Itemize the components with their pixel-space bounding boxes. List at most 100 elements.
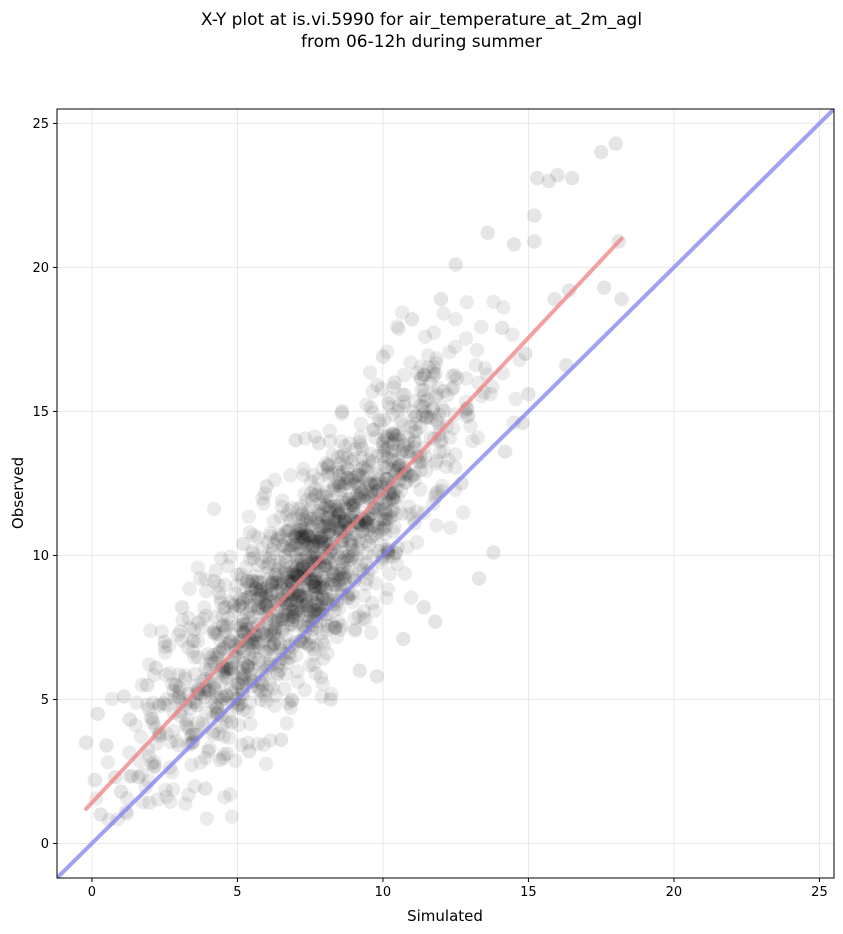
y-tick-label: 25: [32, 117, 49, 132]
scatter-point: [288, 604, 303, 620]
scatter-point: [189, 698, 204, 713]
scatter-point: [207, 696, 223, 711]
scatter-point: [308, 666, 323, 681]
scatter-point: [386, 489, 401, 505]
scatter-point: [255, 541, 270, 556]
scatter-point: [324, 499, 339, 514]
scatter-point: [337, 550, 352, 566]
scatter-point: [263, 623, 279, 638]
scatter-point: [183, 701, 198, 716]
scatter-point: [294, 523, 309, 538]
scatter-point: [255, 581, 270, 597]
scatter-point: [257, 486, 273, 501]
scatter-point: [341, 560, 356, 575]
scatter-point: [278, 549, 293, 564]
scatter-point: [247, 598, 262, 613]
scatter-point: [266, 636, 281, 651]
scatter-point: [305, 585, 320, 601]
scatter-point: [212, 645, 227, 660]
scatter-point: [430, 415, 446, 430]
scatter-point: [168, 678, 184, 693]
scatter-point: [303, 511, 318, 527]
scatter-point: [275, 608, 290, 623]
scatter-point: [347, 470, 362, 485]
scatter-point: [314, 534, 329, 549]
scatter-point: [224, 715, 239, 730]
scatter-point: [416, 600, 431, 615]
scatter-point: [216, 619, 231, 634]
scatter-point: [143, 710, 158, 725]
scatter-point: [322, 505, 337, 520]
scatter-point: [415, 407, 430, 423]
scatter-point: [270, 562, 286, 577]
scatter-point: [343, 552, 359, 567]
scatter-point: [131, 770, 146, 785]
scatter-point: [294, 499, 309, 514]
scatter-point: [315, 590, 331, 605]
scatter-point: [417, 394, 432, 409]
scatter-point: [343, 537, 358, 552]
scatter-point: [267, 537, 282, 552]
scatter-point: [447, 368, 462, 383]
scatter-point: [241, 744, 257, 759]
scatter-point: [138, 779, 153, 795]
scatter-point: [417, 368, 432, 383]
scatter-point: [348, 442, 363, 457]
scatter-point: [295, 590, 310, 605]
scatter-point: [242, 611, 257, 626]
x-tick-label: 15: [520, 885, 537, 900]
scatter-point: [292, 522, 308, 538]
scatter-point: [371, 467, 387, 483]
scatter-point: [344, 496, 359, 511]
scatter-point: [348, 495, 363, 510]
scatter-point: [246, 635, 261, 651]
scatter-point: [161, 638, 177, 654]
scatter-point: [241, 509, 257, 524]
scatter-point: [250, 587, 265, 603]
scatter-point: [361, 537, 377, 553]
scatter-point: [407, 424, 422, 440]
scatter-point: [171, 690, 186, 705]
scatter-point: [423, 430, 438, 446]
scatter-point: [296, 512, 311, 527]
scatter-point: [227, 586, 243, 601]
scatter-point: [133, 729, 149, 744]
scatter-point: [87, 772, 103, 788]
scatter-point: [99, 738, 114, 753]
scatter-point: [174, 600, 190, 615]
scatter-point: [280, 655, 295, 670]
scatter-point: [283, 532, 298, 547]
scatter-point: [270, 667, 286, 682]
scatter-point: [206, 501, 222, 517]
scatter-point: [469, 342, 485, 358]
scatter-point: [345, 538, 360, 553]
scatter-point: [446, 380, 461, 395]
scatter-point: [232, 598, 247, 614]
scatter-point: [293, 633, 308, 649]
scatter-point: [179, 712, 195, 727]
scatter-point: [390, 319, 405, 334]
scatter-point: [333, 534, 349, 549]
scatter-point: [310, 602, 326, 617]
scatter-point: [171, 627, 186, 643]
scatter-point: [185, 633, 200, 648]
scatter-point: [255, 491, 270, 506]
scatter-point: [308, 597, 323, 613]
scatter-point: [326, 577, 341, 593]
scatter-point: [306, 468, 321, 483]
scatter-point: [283, 513, 298, 528]
scatter-point: [279, 540, 294, 556]
scatter-point: [213, 590, 228, 606]
scatter-point: [283, 468, 298, 483]
scatter-point: [359, 463, 374, 478]
scatter-point: [463, 418, 478, 434]
scatter-point: [322, 434, 338, 449]
scatter-point: [318, 549, 333, 565]
scatter-point: [233, 641, 248, 656]
scatter-point: [231, 675, 246, 691]
scatter-point: [330, 513, 345, 529]
scatter-point: [152, 699, 167, 714]
scatter-point: [337, 572, 353, 588]
scatter-point: [328, 620, 343, 636]
scatter-point: [288, 618, 303, 633]
